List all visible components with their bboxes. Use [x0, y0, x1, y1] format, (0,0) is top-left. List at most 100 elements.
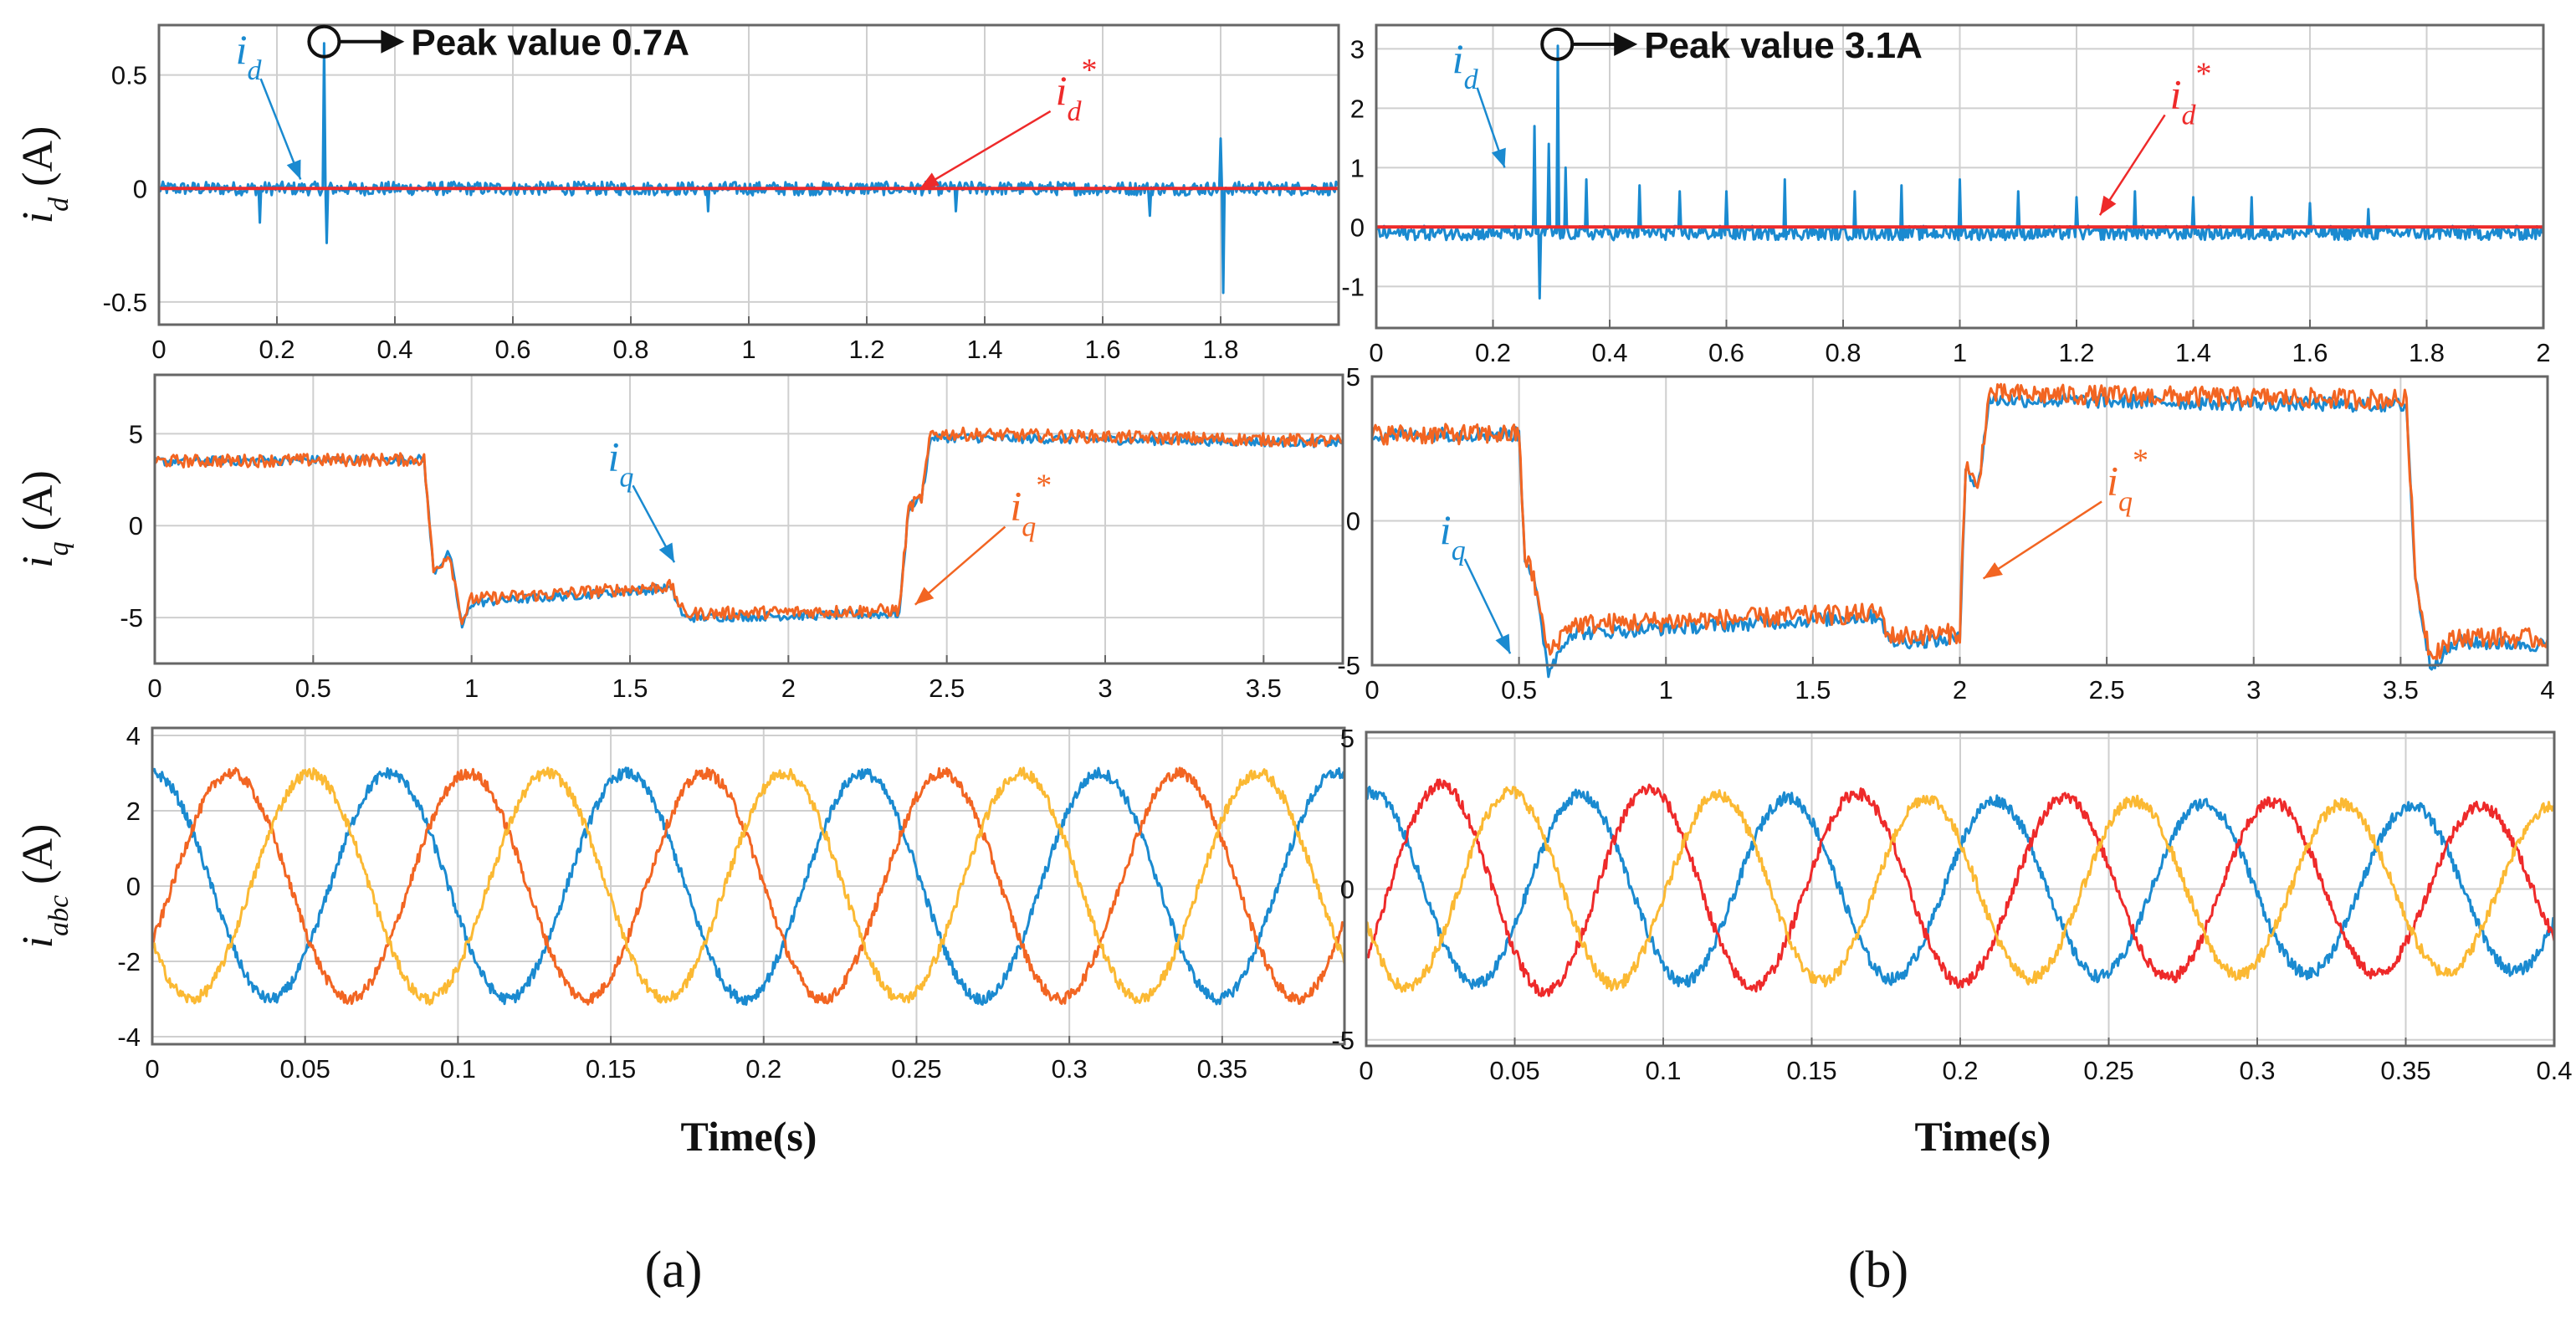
y-tick-label: -1: [1341, 272, 1365, 301]
x-tick-label: 0.05: [1489, 1056, 1539, 1085]
annotation-arrow-head: [286, 159, 301, 180]
chart-a-iabc: 0 0.05 0.1 0.15 0.2 0.25 0.3 0.35 -4 -2 0 2 4 iabc (A…: [14, 721, 1346, 1084]
annotation-arrow-line: [919, 110, 1052, 190]
x-tick-label: 1: [1659, 675, 1673, 705]
y-tick-label: -0.5: [103, 288, 147, 317]
x-tick-label: 0.25: [891, 1054, 941, 1084]
x-tick-label: 1.2: [848, 335, 884, 364]
x-tick-label: 1.6: [2292, 338, 2328, 367]
x-tick-label: 0.1: [440, 1054, 476, 1084]
series-line-i_b: [151, 766, 1346, 1006]
x-tick-label: 0.1: [1645, 1056, 1681, 1085]
x-tick-label: 0.15: [1786, 1056, 1836, 1085]
chart-a-iq: 0 0.5 1 1.5 2 2.5 3 3.5 -5 0 5 iq (A) iq iq*: [14, 373, 1344, 703]
x-tick-label: 0.8: [1825, 338, 1861, 367]
annotation-arrow-line: [914, 525, 1006, 606]
x-tick-label: 0.35: [2380, 1056, 2430, 1085]
x-tick-label: 1: [464, 674, 479, 703]
annotation-arrow-head: [919, 172, 940, 189]
x-tick-label: 0.8: [612, 335, 648, 364]
annotation-arrow-line: [1982, 500, 2102, 580]
annotation-arrow-head: [2099, 195, 2117, 216]
x-axis-label-a: Time(s): [681, 1113, 817, 1160]
curve-annotation-iq-ref: iq*: [2107, 443, 2148, 517]
y-tick-label: 2: [1350, 94, 1365, 123]
peak-arrow-head: [1614, 32, 1638, 56]
x-tick-label: 2: [1953, 675, 1967, 705]
chart-a-id: 0 0.2 0.4 0.6 0.8 1 1.2 1.4 1.6 1.8-0.500.5id (A)…: [14, 23, 1340, 364]
x-tick-label: 3.5: [1246, 674, 1282, 703]
y-tick-label: 3: [1350, 34, 1365, 64]
annotation-arrow-head: [1983, 561, 2003, 579]
x-tick-label: 4: [2540, 675, 2554, 705]
y-tick-label: 0: [133, 174, 147, 203]
x-tick-label: 0.15: [586, 1054, 636, 1084]
x-tick-label: 1.8: [1202, 335, 1238, 364]
curve-annotation-iq: iq: [607, 433, 633, 493]
x-tick-label: 1.5: [1795, 675, 1831, 705]
x-tick-label: 1.4: [966, 335, 1002, 364]
series-line-i_q-ref: [1370, 382, 2549, 661]
curve-annotation-id-ref: id*: [1056, 53, 1098, 127]
x-tick-label: 0.35: [1197, 1054, 1247, 1084]
y-tick-label: 1: [1350, 153, 1365, 182]
x-tick-label: 0: [1359, 1056, 1373, 1085]
x-tick-label: 1.2: [2058, 338, 2094, 367]
y-tick-label: 0: [129, 511, 143, 541]
plot-frame: [153, 373, 1344, 665]
y-tick-label: 0.5: [111, 61, 147, 90]
x-tick-label: 2.5: [929, 674, 965, 703]
chart-b-id: 0 0.2 0.4 0.6 0.8 1 1.2 1.4 1.6 1.8 2 -1 0 1 2 3 Peak va…: [1341, 23, 2551, 367]
x-tick-label: 0.2: [1942, 1056, 1978, 1085]
x-tick-label: 2.5: [2089, 675, 2125, 705]
x-tick-label: 0: [1369, 338, 1383, 367]
y-axis-label: iabc (A): [14, 824, 74, 949]
x-tick-label: 0.3: [1052, 1054, 1088, 1084]
x-axis-label-b: Time(s): [1915, 1113, 2051, 1160]
y-tick-label: 0: [126, 872, 141, 901]
y-tick-label: 2: [126, 797, 141, 826]
plot-frame: [151, 726, 1346, 1046]
y-tick-label: -5: [1337, 651, 1360, 680]
x-tick-label: 0.05: [280, 1054, 330, 1084]
peak-value-label: Peak value 3.1A: [1644, 25, 1923, 66]
annotation-arrow-head: [658, 542, 675, 563]
x-tick-label: 1.6: [1084, 335, 1120, 364]
x-tick-label: 0: [151, 335, 166, 364]
y-tick-label: 0: [1340, 875, 1355, 904]
x-tick-label: 0.6: [494, 335, 530, 364]
annotation-arrow-head: [1491, 147, 1506, 168]
series-line-i_b: [1365, 778, 2556, 997]
curve-annotation-id: id: [1452, 35, 1479, 95]
curve-annotation-iq: iq: [1440, 506, 1466, 566]
y-tick-label: -5: [120, 603, 143, 633]
x-tick-label: 1.8: [2409, 338, 2445, 367]
x-tick-label: 0: [147, 674, 161, 703]
chart-b-iabc: 0 0.05 0.1 0.15 0.2 0.25 0.3 0.35 0.4-505: [1331, 724, 2572, 1085]
x-tick-label: 0.3: [2239, 1056, 2275, 1085]
curve-annotation-id: id: [236, 26, 263, 86]
series-line-i_d: [1375, 44, 2545, 300]
y-tick-label: -2: [117, 947, 141, 976]
y-axis-label: id (A): [14, 126, 74, 224]
y-tick-label: 4: [126, 721, 141, 751]
peak-value-label: Peak value 0.7A: [411, 23, 689, 64]
x-tick-label: 1: [1953, 338, 1967, 367]
y-tick-label: 5: [129, 419, 143, 448]
annotation-arrow-line: [2098, 114, 2166, 216]
panels: 0 0.2 0.4 0.6 0.8 1 1.2 1.4 1.6 1.8-0.500.5id (A)…: [14, 23, 2573, 1085]
curve-annotation-iq-ref: iq*: [1010, 469, 1052, 543]
x-tick-label: 0.4: [1591, 338, 1627, 367]
x-tick-label: 0.25: [2083, 1056, 2133, 1085]
x-tick-label: 0.4: [2536, 1056, 2572, 1085]
annotation-arrow-head: [914, 587, 935, 605]
x-tick-label: 3: [1098, 674, 1112, 703]
x-tick-label: 0.2: [745, 1054, 781, 1084]
panel-label-b: (b): [1848, 1242, 1908, 1299]
x-tick-label: 3: [2246, 675, 2261, 705]
annotation-arrow-head: [1495, 633, 1511, 654]
panel-label-a: (a): [645, 1242, 703, 1299]
x-tick-label: 0.5: [295, 674, 331, 703]
peak-arrow-head: [381, 29, 405, 54]
